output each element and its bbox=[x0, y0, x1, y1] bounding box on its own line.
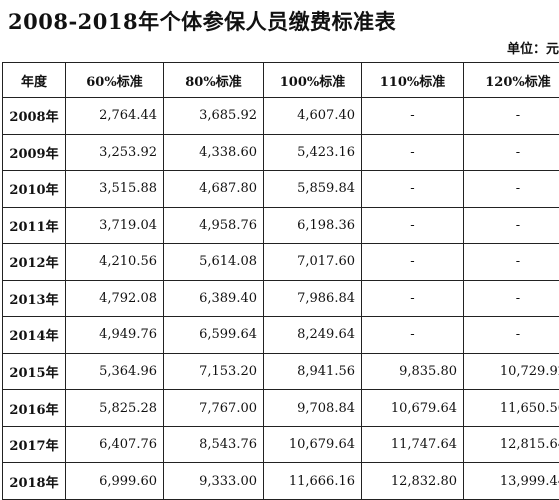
cell-60-percent: 5,364.96 bbox=[65, 352, 164, 391]
table-row: 2009年 3,253.92 4,338.60 5,423.16- - bbox=[2, 133, 559, 172]
cell-120-percent: 11,650.56 bbox=[463, 389, 559, 427]
cell-60-percent: 5,825.28 bbox=[65, 389, 164, 427]
cell-year: 2009年 bbox=[2, 133, 66, 172]
cell-year: 2008年 bbox=[2, 97, 66, 135]
cell-100-percent: 11,666.16 bbox=[263, 462, 362, 500]
cell-120-percent: - bbox=[463, 316, 559, 354]
cell-110-percent: 12,832.80 bbox=[361, 462, 464, 500]
cell-80-percent: 4,687.80 bbox=[163, 170, 264, 208]
cell-year: 2010年 bbox=[2, 170, 66, 208]
cell-80-percent: 7,153.20 bbox=[163, 352, 264, 391]
cell-110-percent: 10,679.64 bbox=[361, 389, 464, 427]
cell-60-percent: 6,999.60 bbox=[65, 462, 164, 500]
cell-110-percent: - bbox=[361, 316, 464, 354]
cell-80-percent: 4,338.60 bbox=[163, 133, 264, 172]
header-80-percent: 80%标准 bbox=[163, 62, 264, 98]
table-row: 2011年 3,719.04 4,958.76 6,198.36- - bbox=[2, 206, 559, 245]
table-row: 2012年 4,210.56 5,614.08 7,017.60- - bbox=[2, 243, 559, 281]
table-row: 2016年 5,825.28 7,767.00 9,708.84 10,679.64 11… bbox=[2, 389, 559, 427]
header-100-percent: 100%标准 bbox=[263, 62, 362, 98]
cell-100-percent: 5,859.84 bbox=[263, 170, 362, 208]
cell-60-percent: 4,792.08 bbox=[65, 279, 164, 318]
table-row: 2017年 6,407.76 8,543.76 10,679.64 11,747.64 1… bbox=[2, 425, 559, 464]
cell-100-percent: 10,679.64 bbox=[263, 425, 362, 464]
cell-year: 2015年 bbox=[2, 352, 66, 391]
cell-100-percent: 9,708.84 bbox=[263, 389, 362, 427]
table-row: 2015年 5,364.96 7,153.20 8,941.56 9,835.80 10,… bbox=[2, 352, 559, 391]
header-120-percent: 120%标准 bbox=[463, 62, 559, 98]
cell-100-percent: 7,986.84 bbox=[263, 279, 362, 318]
cell-60-percent: 2,764.44 bbox=[65, 97, 164, 135]
table-row: 2013年 4,792.08 6,389.40 7,986.84- - bbox=[2, 279, 559, 318]
cell-year: 2016年 bbox=[2, 389, 66, 427]
table-row: 2014年 4,949.76 6,599.64 8,249.64- - bbox=[2, 316, 559, 354]
cell-80-percent: 5,614.08 bbox=[163, 243, 264, 281]
cell-year: 2011年 bbox=[2, 206, 66, 245]
cell-110-percent: - bbox=[361, 170, 464, 208]
cell-100-percent: 8,941.56 bbox=[263, 352, 362, 391]
table-body: 2008年 2,764.44 3,685.92 4,607.40- -2009年 3,25… bbox=[2, 97, 559, 500]
cell-year: 2018年 bbox=[2, 462, 66, 500]
cell-120-percent: 12,815.64 bbox=[463, 425, 559, 464]
contribution-standards-table: 年度 60%标准 80%标准 100%标准 110%标准 120%标准 2008… bbox=[2, 62, 559, 500]
cell-80-percent: 4,958.76 bbox=[163, 206, 264, 245]
cell-120-percent: 10,729.92 bbox=[463, 352, 559, 391]
table-row: 2008年 2,764.44 3,685.92 4,607.40- - bbox=[2, 97, 559, 135]
cell-60-percent: 6,407.76 bbox=[65, 425, 164, 464]
cell-110-percent: 11,747.64 bbox=[361, 425, 464, 464]
cell-year: 2012年 bbox=[2, 243, 66, 281]
cell-60-percent: 4,949.76 bbox=[65, 316, 164, 354]
header-60-percent: 60%标准 bbox=[65, 62, 164, 98]
cell-80-percent: 8,543.76 bbox=[163, 425, 264, 464]
cell-80-percent: 6,599.64 bbox=[163, 316, 264, 354]
cell-110-percent: 9,835.80 bbox=[361, 352, 464, 391]
cell-110-percent: - bbox=[361, 243, 464, 281]
cell-120-percent: - bbox=[463, 170, 559, 208]
cell-80-percent: 3,685.92 bbox=[163, 97, 264, 135]
cell-60-percent: 4,210.56 bbox=[65, 243, 164, 281]
cell-year: 2017年 bbox=[2, 425, 66, 464]
unit-label: 单位：元 bbox=[506, 42, 559, 57]
cell-60-percent: 3,515.88 bbox=[65, 170, 164, 208]
cell-100-percent: 6,198.36 bbox=[263, 206, 362, 245]
cell-120-percent: - bbox=[463, 206, 559, 245]
cell-120-percent: - bbox=[463, 279, 559, 318]
header-year: 年度 bbox=[2, 62, 66, 98]
header-110-percent: 110%标准 bbox=[361, 62, 464, 98]
cell-80-percent: 9,333.00 bbox=[163, 462, 264, 500]
cell-100-percent: 7,017.60 bbox=[263, 243, 362, 281]
cell-110-percent: - bbox=[361, 206, 464, 245]
cell-120-percent: - bbox=[463, 243, 559, 281]
cell-year: 2014年 bbox=[2, 316, 66, 354]
cell-100-percent: 8,249.64 bbox=[263, 316, 362, 354]
cell-year: 2013年 bbox=[2, 279, 66, 318]
cell-120-percent: 13,999.44 bbox=[463, 462, 559, 500]
page-title: 2008-2018年个体参保人员缴费标准表 bbox=[8, 9, 397, 34]
cell-80-percent: 7,767.00 bbox=[163, 389, 264, 427]
cell-100-percent: 4,607.40 bbox=[263, 97, 362, 135]
cell-120-percent: - bbox=[463, 133, 559, 172]
cell-110-percent: - bbox=[361, 97, 464, 135]
table-row: 2010年 3,515.88 4,687.80 5,859.84- - bbox=[2, 170, 559, 208]
table-row: 2018年 6,999.60 9,333.00 11,666.16 12,832.80 1… bbox=[2, 462, 559, 500]
cell-60-percent: 3,253.92 bbox=[65, 133, 164, 172]
cell-110-percent: - bbox=[361, 133, 464, 172]
cell-110-percent: - bbox=[361, 279, 464, 318]
cell-120-percent: - bbox=[463, 97, 559, 135]
table-header-row: 年度 60%标准 80%标准 100%标准 110%标准 120%标准 bbox=[2, 62, 559, 98]
cell-100-percent: 5,423.16 bbox=[263, 133, 362, 172]
cell-60-percent: 3,719.04 bbox=[65, 206, 164, 245]
cell-80-percent: 6,389.40 bbox=[163, 279, 264, 318]
